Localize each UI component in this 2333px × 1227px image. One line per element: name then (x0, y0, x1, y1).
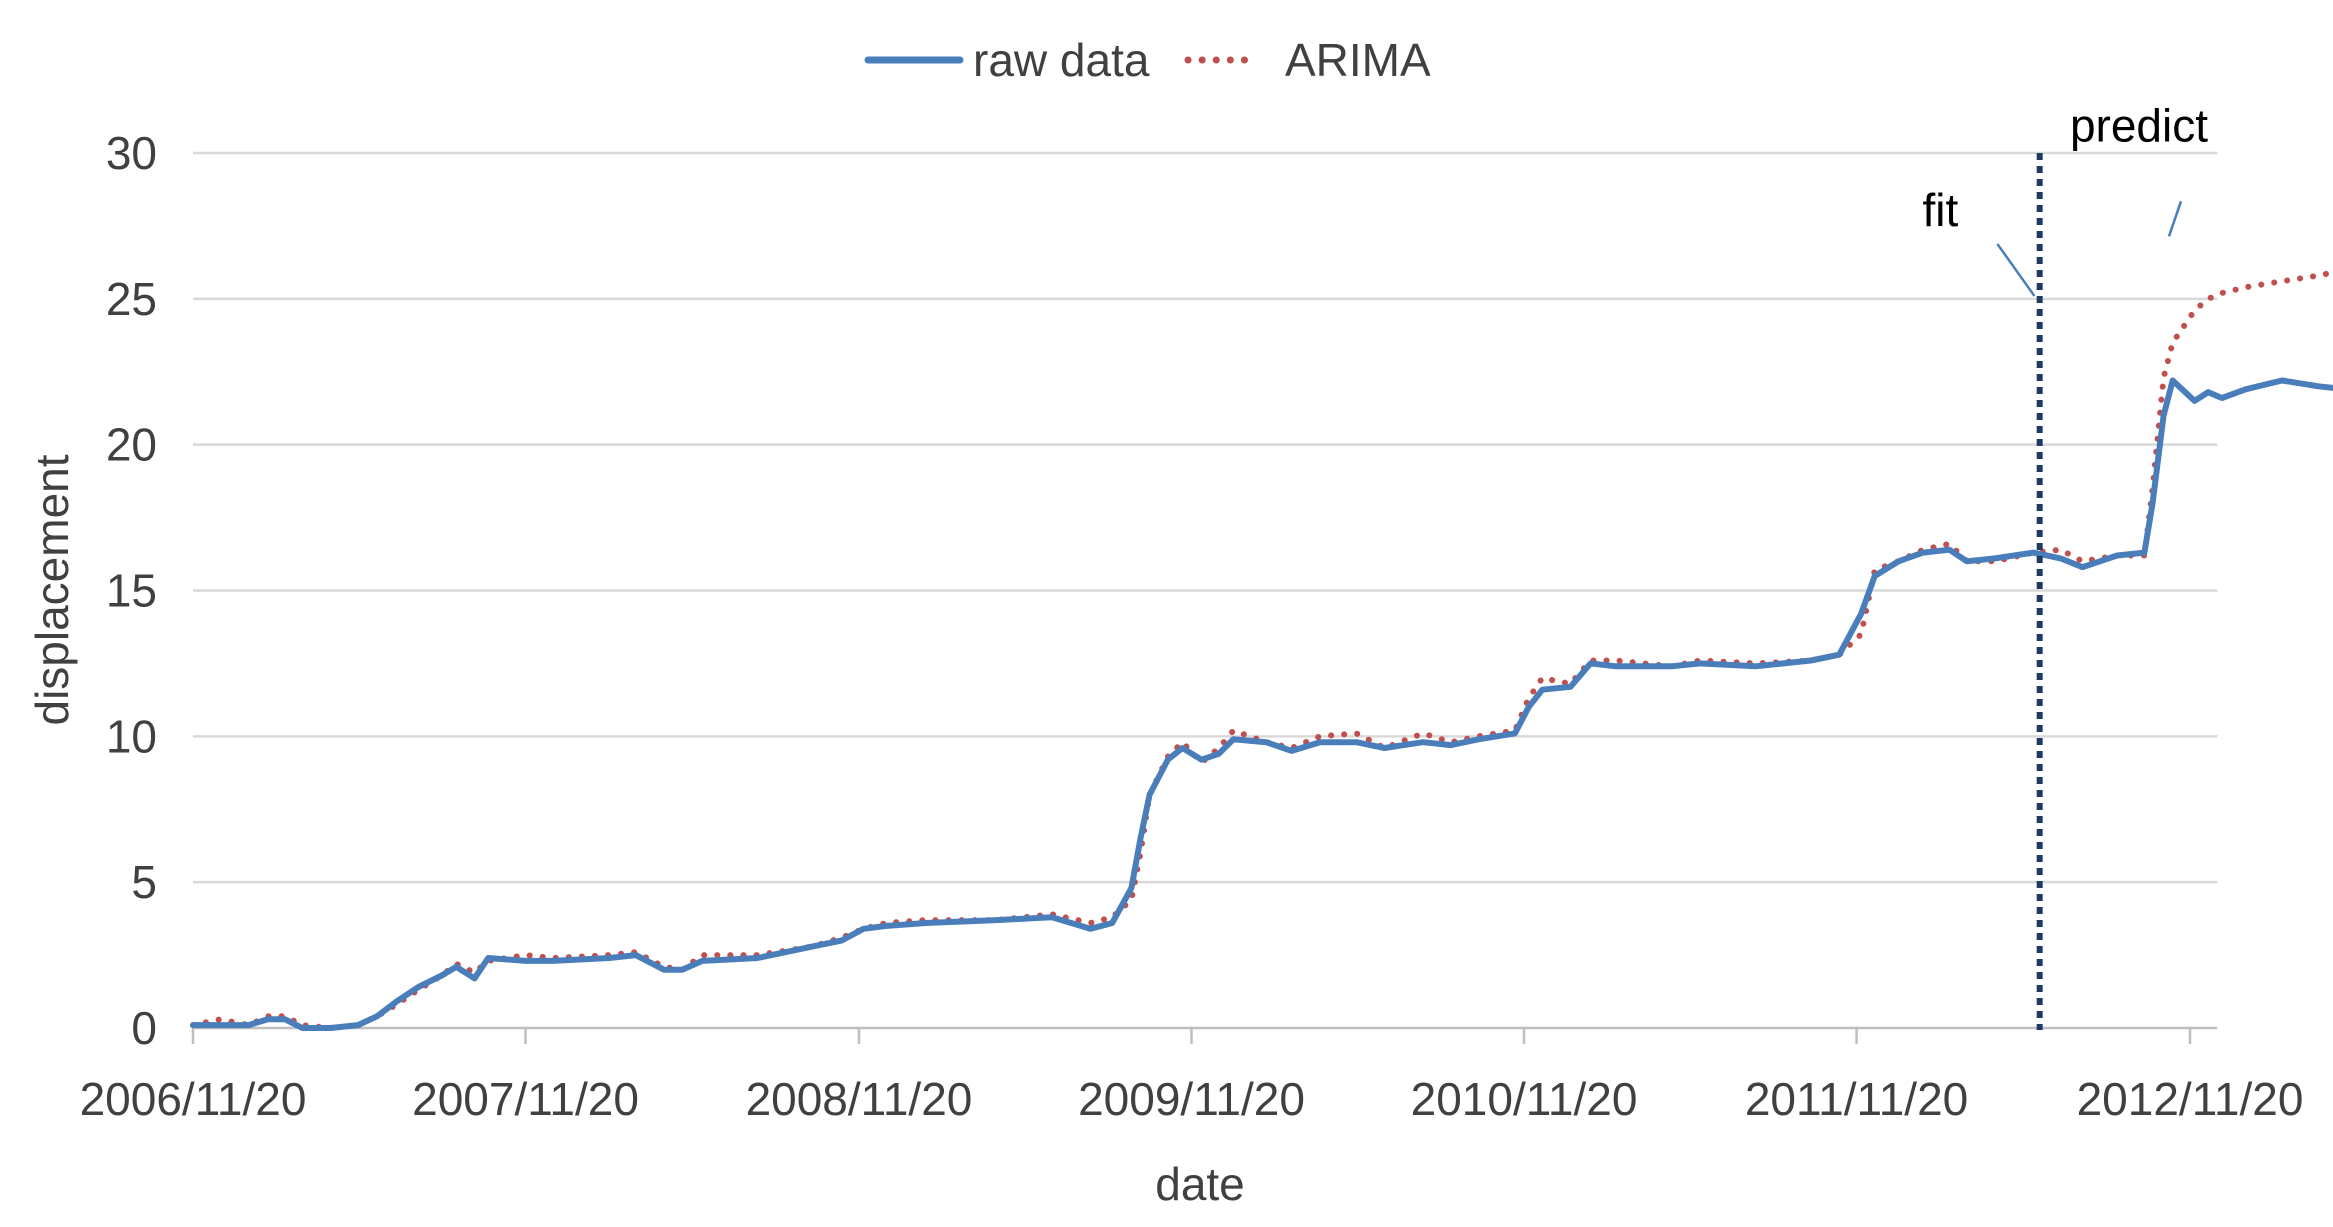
y-axis-title: displacement (26, 454, 78, 725)
annotations: fit predict (1922, 99, 2208, 1030)
x-axis-title: date (1155, 1158, 1245, 1210)
annotation-pointer (1996, 243, 2036, 297)
y-tick-label: 15 (106, 565, 157, 617)
series-line-raw-data (190, 377, 2333, 1031)
y-tick-label: 25 (106, 273, 157, 325)
annotation-pointer (2167, 200, 2183, 237)
y-tick-label: 10 (106, 710, 157, 762)
series-line-arima (190, 269, 2333, 1031)
legend-label: raw data (973, 34, 1150, 86)
x-axis: 2006/11/20 2007/11/20 2008/11/20 2009/11/20… (80, 1026, 2304, 1125)
y-tick-label: 20 (106, 419, 157, 471)
y-tick-labels: 0 5 10 15 20 25 30 (106, 127, 157, 1054)
y-tick-label: 30 (106, 127, 157, 179)
annotation-predict: predict (2070, 99, 2208, 151)
y-tick-label: 5 (131, 856, 157, 908)
gridlines (193, 151, 2218, 884)
x-tick-label: 2012/11/20 (2077, 1073, 2304, 1125)
x-tick-label: 2010/11/20 (1411, 1073, 1638, 1125)
x-tick-label: 2007/11/20 (412, 1073, 639, 1125)
x-tick-label: 2009/11/20 (1078, 1073, 1305, 1125)
series-layer (190, 269, 2333, 1031)
x-tick-label: 2011/11/20 (1745, 1073, 1968, 1125)
x-tick-label: 2008/11/20 (746, 1073, 973, 1125)
annotation-fit: fit (1922, 184, 1958, 236)
y-tick-label: 0 (131, 1002, 157, 1054)
legend: raw data ARIMA (864, 34, 1431, 86)
x-tick-label: 2006/11/20 (80, 1073, 307, 1125)
legend-label: ARIMA (1285, 34, 1431, 86)
